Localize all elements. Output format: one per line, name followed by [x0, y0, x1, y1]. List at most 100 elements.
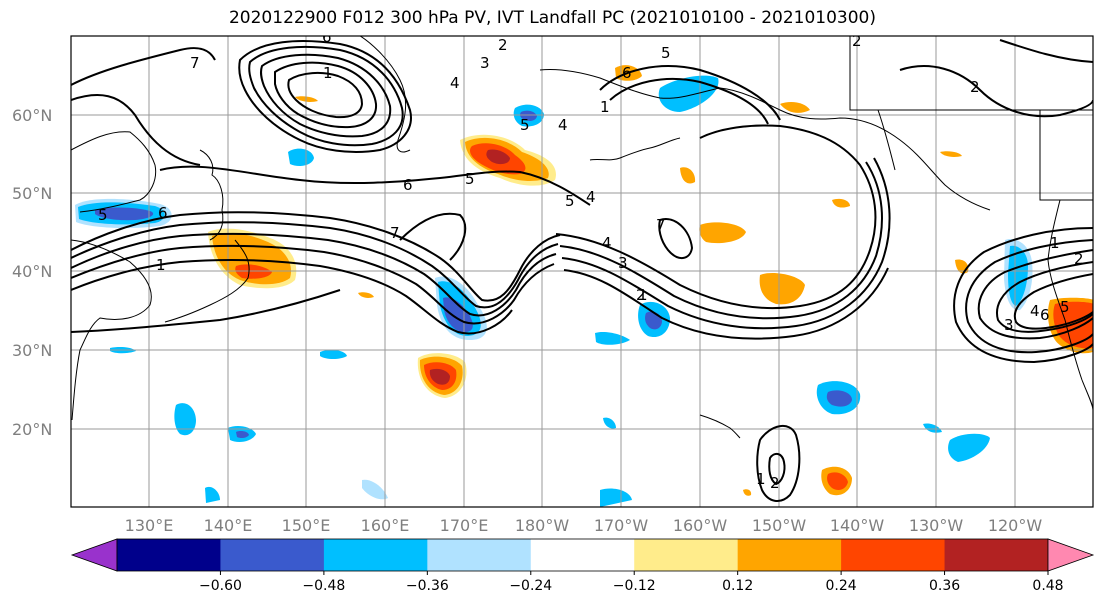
lon-label: 150°E — [282, 516, 331, 535]
pv-shading — [75, 65, 1093, 507]
shading-blob — [948, 433, 990, 462]
shading-blob — [235, 264, 272, 279]
contour-label: 6 — [1040, 306, 1050, 324]
colorbar-extend-left — [70, 538, 118, 572]
colorbar-segment — [944, 539, 1049, 571]
contour-label: 5 — [520, 116, 530, 134]
colorbar-segment — [220, 539, 325, 571]
longitude-labels: 130°E 140°E 150°E 160°E 170°E 180°W 170°… — [125, 516, 1043, 535]
shading-blob — [205, 486, 220, 503]
colorbar-tick-label: −0.48 — [302, 578, 345, 594]
colorbar-segment — [737, 539, 842, 571]
contour-label: 7 — [190, 54, 200, 72]
shading-blob — [826, 390, 852, 407]
map-title: 2020122900 F012 300 hPa PV, IVT Landfall… — [228, 8, 876, 28]
contour-label: 4 — [602, 234, 612, 252]
contour-label: 1 — [638, 286, 648, 304]
colorbar-ticks: −0.60 −0.48 −0.36 −0.24 −0.12 0.12 0.24 0.36 0.4… — [199, 571, 1064, 594]
contour-label: 3 — [1004, 316, 1014, 334]
lat-label: 60°N — [12, 106, 52, 125]
contour-label: 7 — [390, 224, 400, 242]
shading-blob — [320, 349, 347, 359]
colorbar-tick-label: −0.12 — [613, 578, 656, 594]
contour-label: 6 — [158, 204, 168, 222]
lon-label: 150°W — [752, 516, 807, 535]
contour-label: 2 — [1074, 250, 1084, 268]
pv-contours — [71, 39, 1093, 502]
shading-blob — [174, 403, 196, 436]
contour-label: 5 — [1060, 298, 1070, 316]
colorbar-segment — [427, 539, 532, 571]
contour-label: 2 — [852, 32, 862, 50]
latitude-labels: 60°N 50°N 40°N 30°N 20°N — [12, 106, 52, 439]
colorbar-tick-label: −0.60 — [199, 578, 242, 594]
shading-blob — [520, 110, 537, 121]
contour-label: 5 — [661, 44, 671, 62]
lon-label: 140°W — [830, 516, 885, 535]
shading-blob — [780, 102, 810, 113]
shading-blob — [429, 368, 450, 385]
lat-label: 30°N — [12, 341, 52, 360]
contour-label: 5 — [465, 170, 475, 188]
lon-label: 170°W — [594, 516, 649, 535]
contour-label: 3 — [618, 254, 628, 272]
lon-label: 160°E — [361, 516, 410, 535]
lon-label: 160°W — [673, 516, 728, 535]
colorbar-extend-right — [1047, 538, 1095, 572]
lon-label: 130°W — [909, 516, 964, 535]
contour-label: 5 — [98, 206, 108, 224]
shading-blob — [362, 479, 388, 500]
contour-labels: 6 1 2 3 4 5 6 5 6 7 1 5 6 5 4 5 4 3 2 1 — [98, 28, 1084, 492]
lon-label: 120°W — [988, 516, 1043, 535]
shading-blob — [923, 423, 942, 433]
contour-label: 3 — [480, 54, 490, 72]
colorbar-tick-label: −0.36 — [406, 578, 449, 594]
lon-label: 140°E — [204, 516, 253, 535]
colorbar: −0.60 −0.48 −0.36 −0.24 −0.12 0.12 0.24 0.36 0.4… — [70, 538, 1095, 594]
shading-blob — [832, 198, 850, 208]
contour-label: 2 — [970, 78, 980, 96]
map-frame — [70, 35, 1094, 508]
lon-label: 130°E — [125, 516, 174, 535]
contour-label: 2 — [636, 286, 646, 304]
contour-label: 1 — [323, 64, 333, 82]
gridlines — [71, 36, 1093, 507]
contour-label: 6 — [622, 64, 632, 82]
lat-label: 40°N — [12, 262, 52, 281]
contour-label: 4 — [586, 188, 596, 206]
contour-label: 1 — [600, 98, 610, 116]
shading-blob — [443, 297, 473, 333]
contour-label: 1 — [756, 470, 766, 488]
shading-blob — [358, 292, 374, 298]
shading-blob — [486, 149, 510, 165]
colorbar-tick-label: 0.48 — [1032, 578, 1063, 594]
contour-label: 7 — [656, 216, 666, 234]
shading-blob — [603, 417, 616, 429]
lat-label: 20°N — [12, 420, 52, 439]
contour-label: 2 — [770, 474, 780, 492]
colorbar-tick-label: −0.24 — [509, 578, 552, 594]
contour-label: 4 — [558, 116, 568, 134]
colorbar-segment — [841, 539, 946, 571]
lat-label: 50°N — [12, 184, 52, 203]
contour-label: 4 — [1030, 302, 1040, 320]
contour-label: 5 — [565, 192, 575, 210]
contour-label: 6 — [322, 28, 332, 46]
colorbar-tick-label: 0.36 — [929, 578, 960, 594]
shading-blob — [236, 431, 249, 439]
colorbar-segment — [323, 539, 428, 571]
shading-blob — [759, 273, 805, 305]
shading-blob — [288, 148, 314, 166]
shading-blob — [658, 75, 719, 112]
shading-blob — [1008, 245, 1028, 306]
shading-blob — [95, 207, 154, 221]
colorbar-segment — [117, 539, 221, 571]
contour-label: 1 — [1050, 234, 1060, 252]
shading-blob — [940, 151, 962, 157]
lon-label: 170°E — [440, 516, 489, 535]
lon-label: 180°W — [515, 516, 570, 535]
colorbar-tick-label: 0.12 — [722, 578, 753, 594]
shading-blob — [680, 167, 696, 184]
contour-label: 1 — [156, 256, 166, 274]
